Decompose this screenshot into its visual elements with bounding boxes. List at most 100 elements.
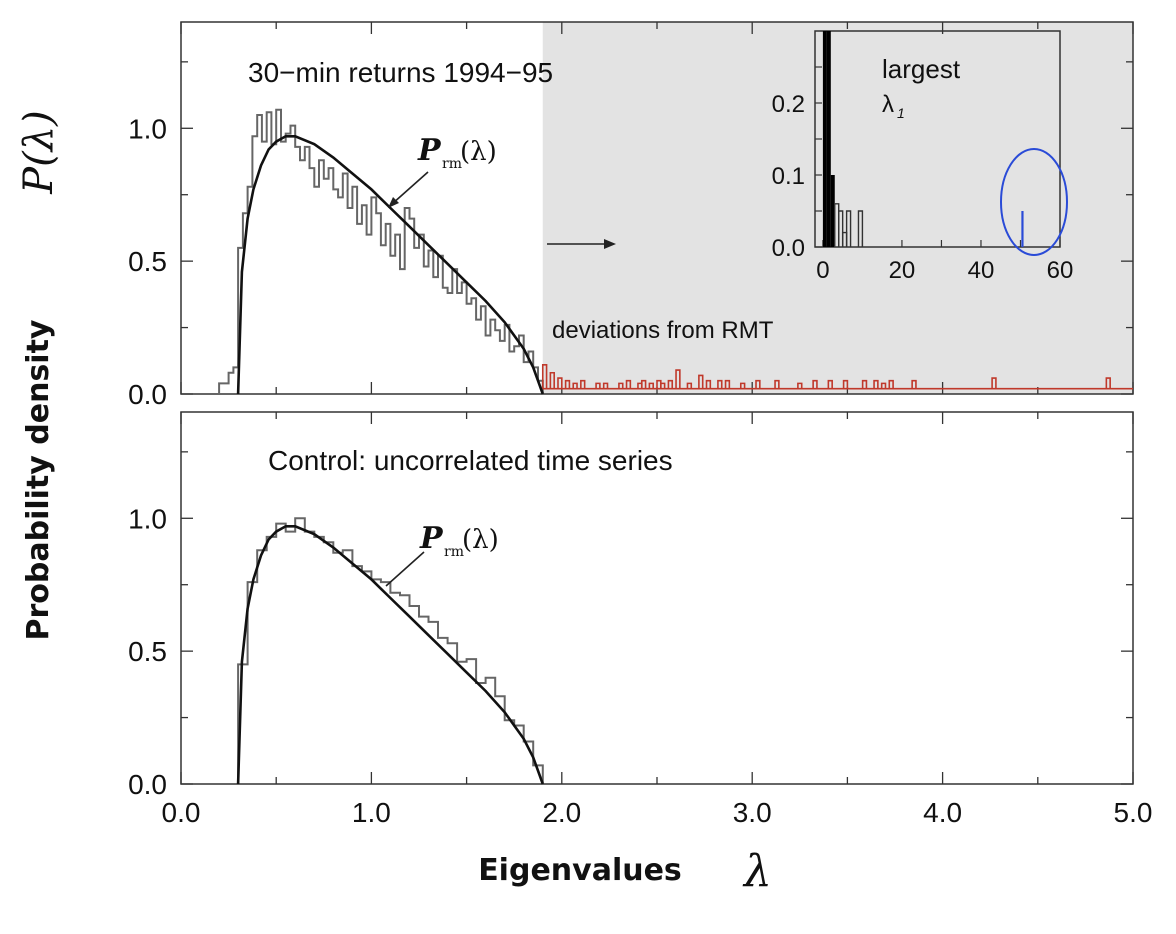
top-panel-shade xyxy=(542,22,1133,394)
bottom-panel: 0.0 0.5 1.0 0.0 1.0 2.0 3.0 4.0 5.0 Control: un… xyxy=(128,411,1153,828)
deviation-spike xyxy=(880,382,887,389)
inset-title: largest xyxy=(882,54,961,84)
top-y-tick-label: 1.0 xyxy=(128,113,167,144)
inset-y-tick-label: 0.0 xyxy=(772,235,805,262)
top-y-tick-labels: 0.0 0.5 1.0 xyxy=(128,113,167,410)
deviation-spike xyxy=(774,379,780,389)
bottom-x-tick-label: 3.0 xyxy=(733,797,772,828)
deviation-spike xyxy=(888,379,894,389)
deviation-spike xyxy=(724,379,731,389)
bottom-curve-label: P rm (λ) xyxy=(419,521,499,560)
deviation-annotation: deviations from RMT xyxy=(552,317,774,344)
deviation-spike xyxy=(911,379,917,389)
bottom-curve-label-main: P xyxy=(419,521,444,556)
deviation-spike xyxy=(705,379,712,389)
bottom-curve-pointer-line xyxy=(385,551,425,587)
inset-bar xyxy=(826,31,831,247)
top-panel-title: 30−min returns 1994−95 xyxy=(248,57,553,88)
deviation-spike xyxy=(625,379,632,389)
inset-bar xyxy=(822,31,827,247)
bottom-y-tick-label: 1.0 xyxy=(128,503,167,534)
inset-title-symbol: λ xyxy=(882,91,894,118)
deviation-spike xyxy=(797,382,803,389)
top-panel: 0.0 0.5 1.0 30−min returns 1994−95 P rm (λ… xyxy=(128,21,1134,410)
deviation-spike xyxy=(1105,377,1111,389)
inset-x-tick-label: 20 xyxy=(889,257,916,284)
bottom-y-tick-labels: 0.0 0.5 1.0 xyxy=(128,503,167,800)
top-curve-label-main: P xyxy=(417,133,442,168)
x-axis-symbol: λ xyxy=(742,846,772,897)
top-curve-pointer-head xyxy=(388,197,399,208)
deviation-arrow-head xyxy=(604,239,616,249)
bottom-x-tick-label: 2.0 xyxy=(542,797,581,828)
inset-x-tick-label: 60 xyxy=(1047,257,1074,284)
deviation-spike xyxy=(580,379,586,389)
inset-title-subscript: 1 xyxy=(897,105,905,121)
inset-x-tick-labels: 0 20 40 60 xyxy=(816,257,1073,284)
deviation-spike xyxy=(827,379,833,389)
deviation-spike xyxy=(595,382,601,389)
deviation-spike xyxy=(873,379,879,389)
top-curve-label-sub: rm xyxy=(442,156,462,172)
inset-highlight-ellipse xyxy=(1000,148,1068,256)
deviation-spike xyxy=(572,382,578,389)
inset-bars xyxy=(822,31,1024,247)
bottom-theory-curve xyxy=(236,524,545,785)
inset-largest-eigenvalue: 0.0 0.1 0.2 0 20 40 60 largest λ 1 xyxy=(772,30,1073,284)
bottom-curve-label-sub: rm xyxy=(444,544,464,560)
deviation-spike xyxy=(812,379,818,389)
bottom-x-tick-label: 5.0 xyxy=(1114,797,1153,828)
deviation-spike xyxy=(549,371,555,389)
top-y-tick-label: 0.0 xyxy=(128,379,167,410)
top-theory-curve xyxy=(236,135,545,395)
inset-y-tick-label: 0.2 xyxy=(772,91,805,118)
bottom-histogram-series xyxy=(237,517,544,784)
deviation-spike xyxy=(739,382,746,389)
inset-bar xyxy=(830,175,835,247)
bottom-x-tick-label: 0.0 xyxy=(162,797,201,828)
y-axis-title: Probability density xyxy=(21,319,56,640)
deviation-spike xyxy=(648,382,654,389)
deviation-spike xyxy=(618,382,624,389)
deviation-spike xyxy=(541,363,548,389)
deviation-spike xyxy=(675,369,681,389)
bottom-x-tick-labels: 0.0 1.0 2.0 3.0 4.0 5.0 xyxy=(162,797,1153,828)
y-axis-symbol: P(λ) xyxy=(16,110,62,194)
top-y-tick-label: 0.5 xyxy=(128,246,167,277)
deviation-spike xyxy=(557,377,563,389)
deviation-spike xyxy=(755,379,761,389)
inset-y-tick-label: 0.1 xyxy=(772,163,805,190)
top-curve-pointer-line xyxy=(391,171,429,205)
inset-bar xyxy=(838,210,844,247)
deviation-spike xyxy=(842,379,849,389)
inset-bar xyxy=(857,210,864,247)
deviation-spike xyxy=(564,379,571,389)
inset-axis-ticks xyxy=(815,66,1061,248)
bottom-curve-label-arg: (λ) xyxy=(462,525,499,555)
bottom-panel-title: Control: uncorrelated time series xyxy=(268,445,673,476)
x-axis-title: Eigenvalues xyxy=(478,853,682,888)
inset-bar xyxy=(845,210,852,247)
inset-x-tick-label: 40 xyxy=(968,257,995,284)
deviation-spike xyxy=(602,382,609,389)
deviation-spike xyxy=(698,374,704,389)
deviation-spike xyxy=(640,379,647,389)
deviation-spike xyxy=(667,379,674,389)
bottom-axis-ticks xyxy=(180,412,1134,785)
deviation-spike xyxy=(660,382,666,389)
deviation-spike xyxy=(717,379,723,389)
top-axis-ticks xyxy=(180,22,1134,395)
bottom-x-tick-label: 4.0 xyxy=(923,797,962,828)
inset-y-tick-labels: 0.0 0.1 0.2 xyxy=(772,91,805,262)
top-deviation-spikes xyxy=(541,363,1133,390)
bottom-y-tick-label: 0.5 xyxy=(128,636,167,667)
top-curve-label: P rm (λ) xyxy=(417,133,497,172)
deviation-spike xyxy=(686,382,693,389)
bottom-x-tick-label: 1.0 xyxy=(352,797,391,828)
top-curve-label-arg: (λ) xyxy=(460,137,497,167)
inset-x-tick-label: 0 xyxy=(816,257,829,284)
deviation-spike xyxy=(991,377,997,389)
deviation-spike xyxy=(861,379,868,389)
bottom-y-tick-label: 0.0 xyxy=(128,769,167,800)
